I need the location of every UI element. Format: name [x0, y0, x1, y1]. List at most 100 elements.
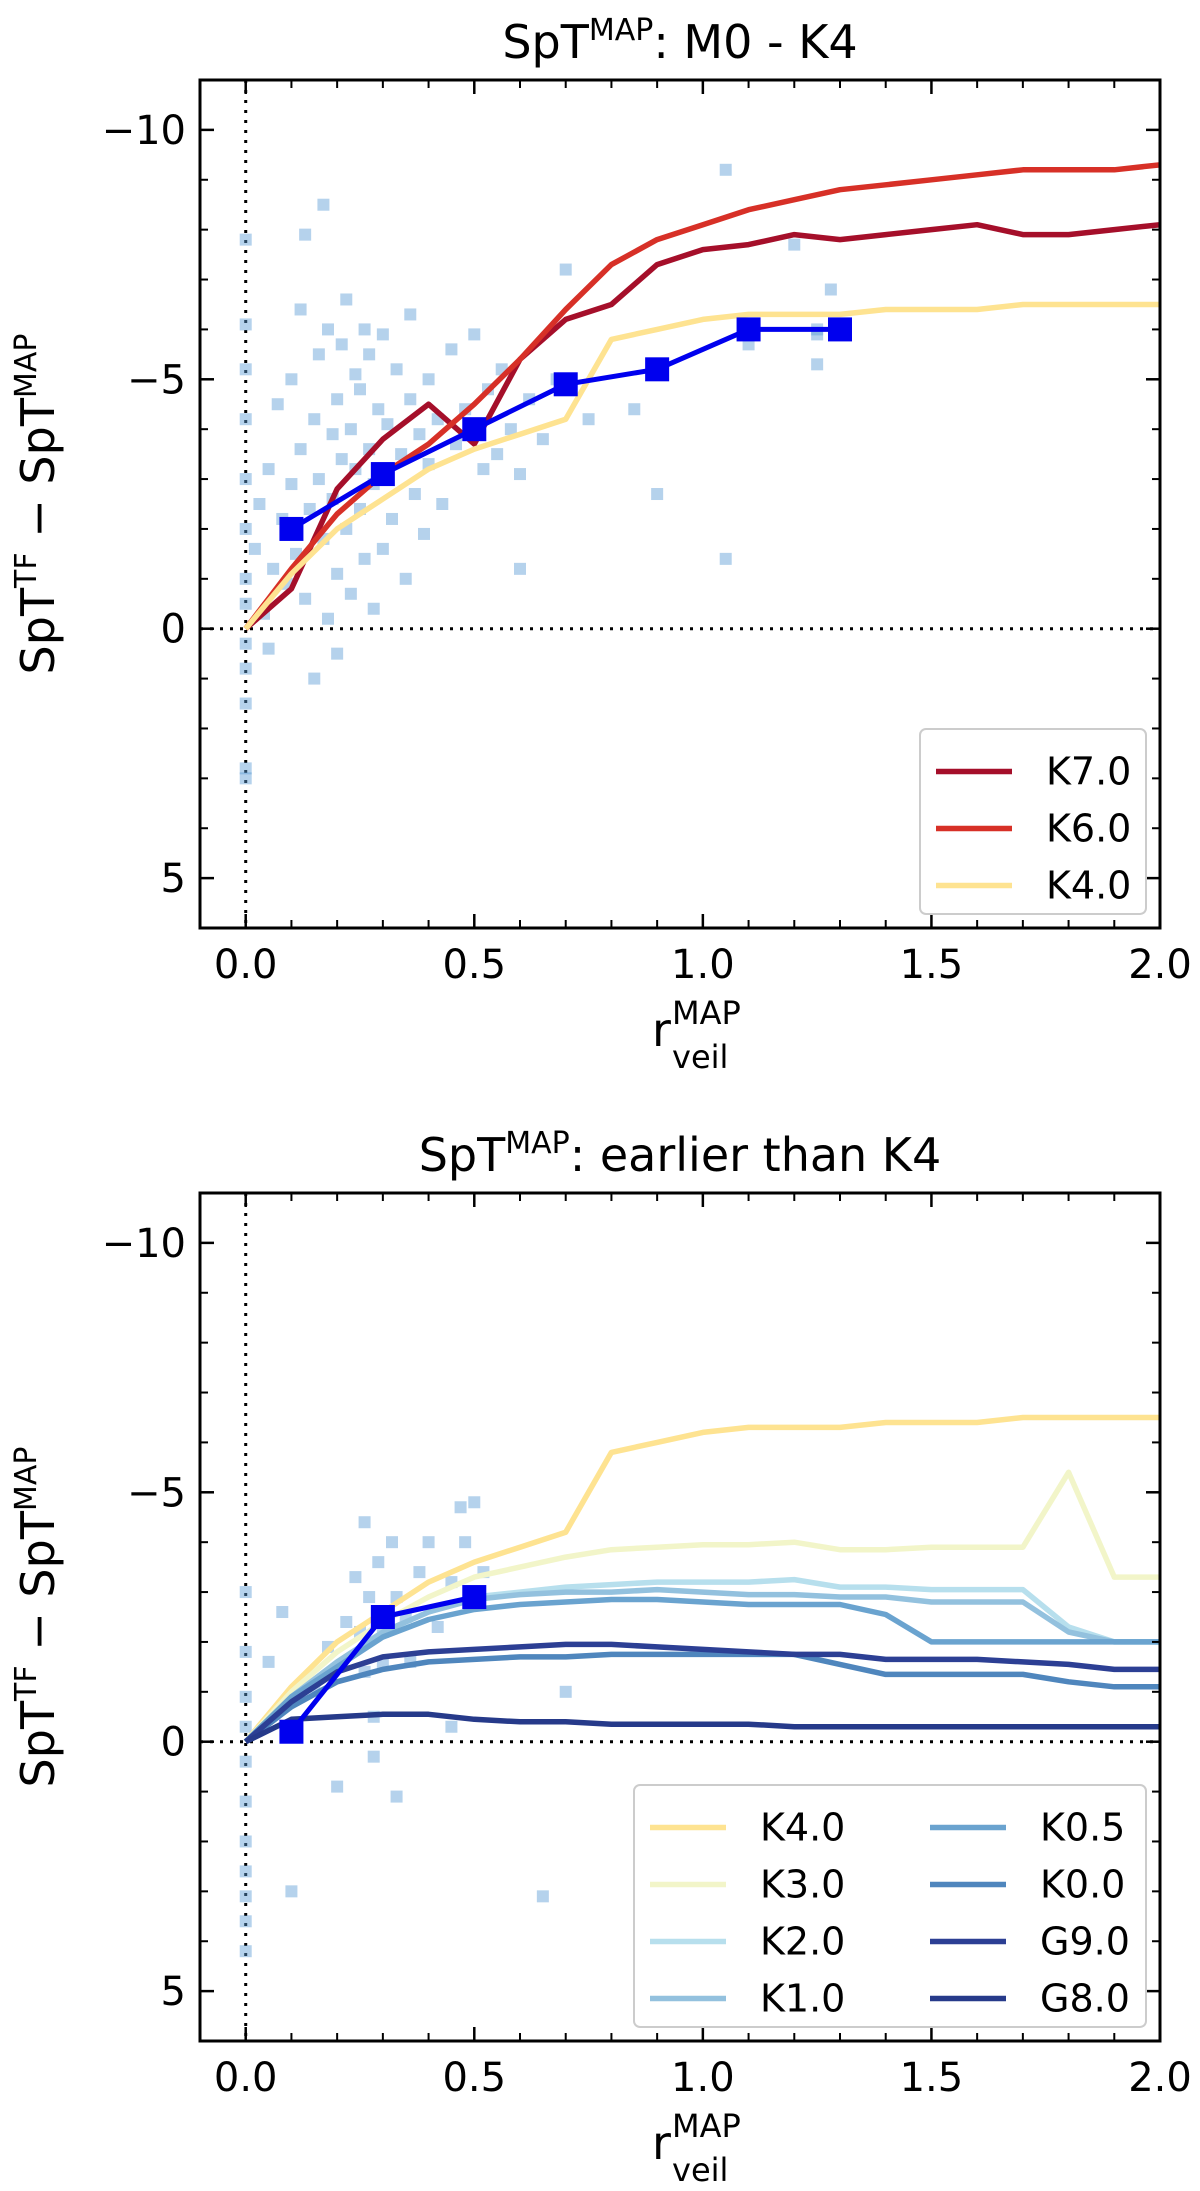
binned-median-marker: [462, 417, 487, 442]
scatter-point: [239, 1945, 252, 1958]
scatter-point: [239, 473, 252, 486]
series-line-K0-0: [244, 1651, 1160, 1744]
x-label-main: r: [652, 1003, 671, 1057]
scatter-point: [445, 343, 458, 356]
x-label-sup: MAP: [672, 2107, 741, 2145]
legend-label: K3.0: [760, 1863, 845, 1907]
scatter-point: [459, 1536, 472, 1549]
binned-median-marker: [370, 462, 395, 487]
legend-item-K4-0: K4.0: [650, 1806, 845, 1850]
x-tick-label: 2.0: [1128, 942, 1192, 988]
legend-item-K3-0: K3.0: [650, 1863, 845, 1907]
scatter-point: [559, 263, 572, 276]
scatter-point: [386, 1536, 398, 1549]
y-axis-label: SpTTF − SpTMAP: [9, 1447, 65, 1788]
legend-item-K7-0: K7.0: [936, 750, 1131, 794]
plot-area: [200, 80, 1160, 928]
legend-label: G8.0: [1040, 1977, 1130, 2021]
scatter-point: [262, 463, 275, 476]
scatter-point: [651, 488, 664, 501]
y-label-operator: −: [11, 485, 65, 553]
legend-label: K1.0: [760, 1977, 845, 2021]
legend: K4.0 K3.0 K2.0 K1.0 K0.5 K0.0 G9.0 G8.0: [633, 1784, 1147, 2028]
scatter-point: [262, 1655, 275, 1668]
scatter-point: [408, 488, 421, 501]
x-tick-label: 0.5: [442, 942, 506, 988]
y-tick-label: −10: [102, 108, 186, 154]
scatter-point: [399, 572, 412, 585]
scatter-point: [340, 1615, 353, 1628]
plot-area: [200, 1193, 1160, 2041]
x-tick-label: 2.0: [1128, 2055, 1192, 2101]
scatter-point: [294, 443, 307, 456]
scatter-point: [358, 323, 371, 336]
y-label-b: SpT: [11, 397, 65, 484]
chart-title-rest: : earlier than K4: [570, 1128, 942, 1182]
scatter-point: [239, 597, 252, 610]
scatter-point: [239, 772, 252, 785]
series-line-K7-0: [243, 221, 1160, 631]
scatter-point: [477, 463, 490, 476]
legend-frame: [633, 1784, 1147, 2028]
y-tick-label: 5: [161, 856, 186, 902]
scatter-point: [253, 498, 266, 510]
scatter-point: [312, 473, 325, 486]
legend-label: K6.0: [1046, 807, 1131, 851]
scatter-point: [322, 323, 334, 336]
scatter-point: [514, 562, 526, 575]
scatter-point: [239, 697, 252, 710]
scatter-point: [811, 358, 824, 371]
chart-title: SpTMAP: M0 - K4: [502, 13, 857, 69]
x-axis-label: r: [652, 1003, 671, 1057]
scatter-point: [422, 1536, 435, 1549]
axes-frame: [198, 1191, 1162, 2043]
scatter-point: [386, 512, 398, 525]
scatter-point: [239, 1865, 252, 1878]
series-line-K0-5: [243, 1596, 1160, 1744]
legend-item-K6-0: K6.0: [936, 807, 1131, 851]
legend-label: K0.5: [1040, 1806, 1125, 1850]
legend-item-K1-0: K1.0: [650, 1977, 845, 2021]
scatter-point: [390, 363, 403, 376]
scatter-point: [413, 428, 426, 441]
scatter-point: [376, 328, 389, 341]
scatter-point: [322, 612, 334, 625]
x-tick-label: 1.5: [900, 2055, 964, 2101]
chart-title-main: SpT: [502, 15, 589, 69]
series-line-G9-0: [243, 1641, 1160, 1744]
scatter-point: [335, 338, 348, 351]
legend-label: G9.0: [1040, 1920, 1130, 1964]
scatter-point: [344, 423, 357, 436]
x-label-sup: MAP: [672, 994, 741, 1032]
scatter-point: [719, 163, 732, 176]
binned-median-marker: [736, 317, 761, 342]
scatter-point: [363, 1591, 376, 1604]
scatter-point: [331, 647, 344, 660]
scatter-point: [299, 228, 312, 241]
scatter-point: [299, 592, 312, 605]
scatter-point: [349, 368, 362, 381]
y-label-b: SpT: [11, 1510, 65, 1597]
chart-title-sup: MAP: [589, 13, 654, 48]
x-label-sub: veil: [672, 1038, 728, 1076]
y-tick-label: 0: [161, 607, 186, 653]
scatter-point: [239, 1755, 252, 1768]
legend-item-K0-5: K0.5: [930, 1806, 1125, 1850]
scatter-point: [285, 1885, 298, 1898]
scatter-point: [239, 413, 252, 426]
series-line-K4-0: [243, 1414, 1160, 1744]
scatter-point: [331, 567, 344, 580]
y-tick-label: −10: [102, 1221, 186, 1267]
legend-label: K4.0: [760, 1806, 845, 1850]
scatter-point: [340, 293, 353, 306]
scatter-point: [344, 587, 357, 600]
scatter-point: [436, 498, 449, 510]
y-tick-label: −5: [127, 357, 186, 403]
chart-title: SpTMAP: earlier than K4: [419, 1126, 942, 1182]
y-tick-label: −5: [127, 1470, 186, 1516]
scatter-point: [404, 308, 417, 321]
scatter-point: [559, 1685, 572, 1698]
